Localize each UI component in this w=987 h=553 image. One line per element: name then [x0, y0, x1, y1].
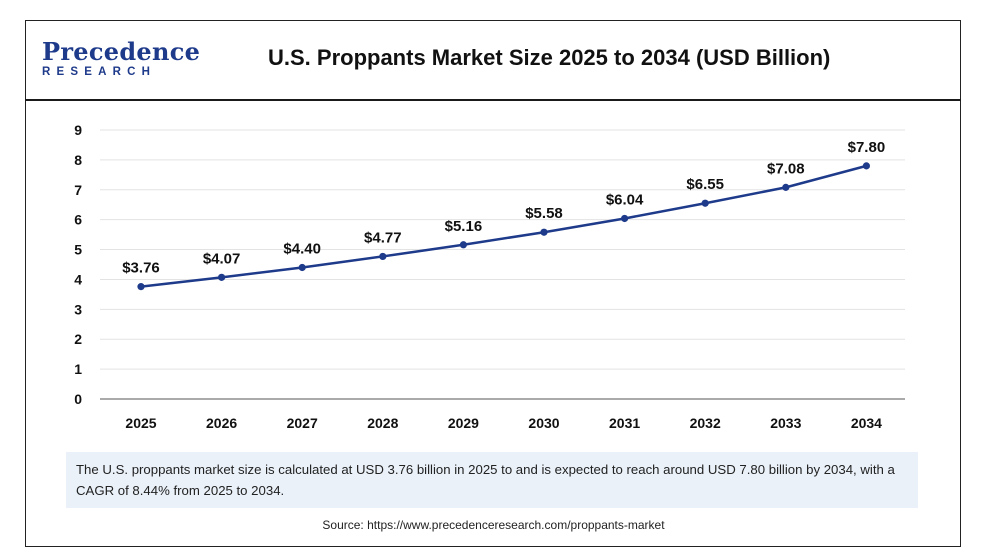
data-point: [218, 273, 226, 281]
logo: Precedence RESEARCH: [42, 37, 201, 84]
y-tick-label: 1: [74, 361, 82, 377]
source-citation: Source: https://www.precedenceresearch.c…: [322, 518, 665, 532]
y-tick-label: 9: [74, 122, 82, 138]
data-label: $5.58: [525, 205, 563, 222]
logo-subtitle: RESEARCH: [42, 66, 157, 78]
data-point: [137, 283, 145, 291]
x-tick-label: 2028: [367, 415, 398, 431]
x-tick-label: 2027: [287, 415, 318, 431]
x-tick-label: 2034: [851, 415, 882, 431]
data-label: $4.07: [203, 250, 241, 267]
data-label: $6.04: [606, 191, 644, 208]
data-point: [379, 252, 387, 261]
chart-title: U.S. Proppants Market Size 2025 to 2034 …: [268, 45, 831, 70]
data-point: [621, 214, 629, 223]
header-divider: [25, 99, 961, 101]
data-label: $7.80: [848, 139, 886, 156]
data-point: [862, 162, 871, 170]
data-label: $6.55: [686, 176, 724, 193]
data-point: [540, 228, 548, 236]
x-tick-label: 2031: [609, 415, 640, 431]
y-tick-label: 8: [74, 152, 82, 168]
data-label: $3.76: [122, 260, 160, 277]
x-tick-label: 2025: [125, 415, 156, 431]
y-tick-label: 4: [74, 271, 82, 287]
y-tick-label: 3: [74, 301, 82, 317]
chart-frame: [25, 20, 961, 547]
x-tick-label: 2030: [528, 415, 559, 431]
x-tick-label: 2029: [448, 415, 479, 431]
y-tick-label: 5: [74, 242, 82, 258]
summary-note: The U.S. proppants market size is calcul…: [66, 452, 918, 508]
y-tick-label: 0: [74, 391, 82, 407]
data-label: $4.77: [364, 229, 402, 246]
data-point: [459, 241, 467, 249]
data-label: $5.16: [445, 218, 483, 235]
data-point: [782, 183, 790, 191]
y-tick-label: 2: [74, 331, 82, 347]
logo-wordmark: Precedence: [42, 37, 201, 66]
series-line: [139, 164, 868, 288]
y-tick-label: 7: [74, 182, 82, 198]
data-point: [701, 199, 709, 207]
x-tick-label: 2032: [690, 415, 721, 431]
x-tick-label: 2026: [206, 415, 237, 431]
x-tick-label: 2033: [770, 415, 801, 431]
data-label: $4.40: [283, 240, 321, 257]
y-tick-label: 6: [74, 212, 82, 228]
data-label: $7.08: [767, 160, 805, 177]
data-point: [298, 263, 306, 272]
